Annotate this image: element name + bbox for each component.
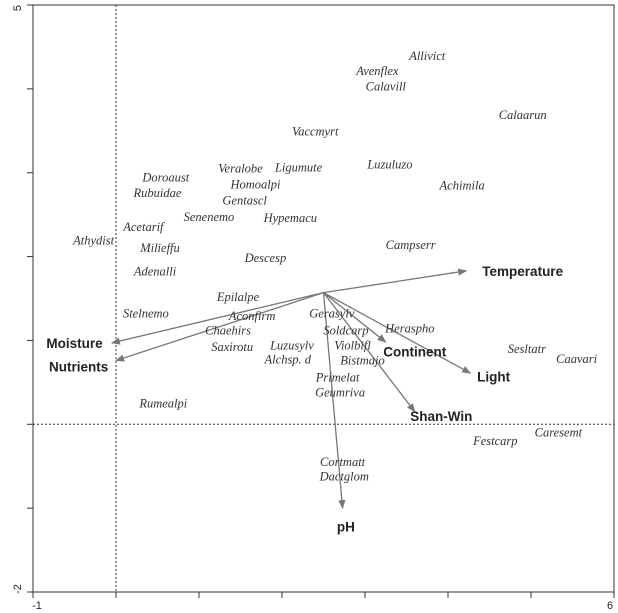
species-label: Hypemacu: [263, 211, 317, 225]
reference-lines: [33, 5, 614, 592]
species-label: Adenalli: [133, 265, 177, 279]
species-label: Festcarp: [472, 434, 517, 448]
species-label: Stelnemo: [123, 307, 169, 321]
species-label: Sesltatr: [508, 342, 546, 356]
species-label: Doroaust: [141, 171, 189, 185]
variable-label: Light: [477, 369, 510, 384]
species-label: Saxirotu: [211, 340, 253, 354]
species-label: Senenemo: [184, 210, 235, 224]
species-label: Rumealpi: [138, 396, 187, 410]
species-label: Allivict: [408, 49, 446, 63]
species-label: Caavari: [556, 352, 598, 366]
axis-ticks: -1 6 -2 5: [12, 4, 615, 612]
species-label: Primelat: [315, 370, 360, 384]
species-label: Acetarif: [122, 220, 165, 234]
species-label: Cortmatt: [320, 455, 366, 469]
x-tick-label: 6: [607, 600, 613, 612]
species-label: Aconfirm: [228, 309, 276, 323]
variable-label: Continent: [383, 344, 446, 359]
variable-label: Moisture: [46, 336, 103, 351]
species-label: Heraspho: [384, 322, 434, 336]
arrow-moisture: [110, 291, 324, 345]
arrow-ph: [322, 292, 346, 510]
species-label: Bistmajo: [340, 354, 384, 368]
species-label: Soldcarp: [323, 323, 368, 337]
plot-frame: [32, 4, 615, 593]
species-label: Achimila: [439, 178, 485, 192]
species-label: Avenflex: [355, 64, 399, 78]
arrow-nutrients: [115, 292, 324, 362]
species-label: Gentascl: [222, 193, 267, 207]
species-label: Alchsp. d: [264, 353, 312, 367]
species-label: Gerasylv: [309, 307, 355, 321]
species-label: Caresemt: [535, 426, 583, 440]
species-label: Chaehirs: [205, 323, 251, 337]
species-label: Geumriva: [315, 385, 365, 399]
variable-label: pH: [337, 520, 355, 535]
species-label: Epilalpe: [216, 290, 260, 304]
arrow-light: [323, 292, 472, 374]
species-label: Calaarun: [499, 108, 547, 122]
species-label: Milieffu: [139, 241, 180, 255]
species-label: Campserr: [386, 238, 436, 252]
arrow-shan-win: [322, 292, 416, 413]
species-label: Vaccmyrt: [292, 125, 339, 139]
species-label: Calavill: [366, 79, 407, 93]
arrow-temperature: [323, 268, 468, 294]
species-label: Athydist: [72, 234, 114, 248]
species-label: Ligumute: [274, 161, 323, 175]
variable-label: Temperature: [482, 264, 563, 279]
y-tick-label: -2: [12, 584, 24, 594]
species-label: Luzuluzo: [366, 157, 412, 171]
species-label: Rubuidae: [133, 186, 182, 200]
y-tick-label: 5: [12, 5, 24, 11]
species-label: Dactglom: [319, 469, 369, 483]
arrow-continent: [323, 292, 387, 343]
species-label: Descesp: [244, 251, 287, 265]
species-label: Luzusylv: [269, 338, 314, 352]
variable-label: Shan-Win: [410, 409, 472, 424]
variable-labels: Temperature Moisture Nutrients Continent Lig…: [46, 264, 563, 535]
species-label: Homoalpi: [229, 177, 281, 191]
variable-arrows: [110, 268, 472, 510]
species-label: Violbifl: [334, 338, 371, 352]
species-label: Veralobe: [218, 162, 263, 176]
x-tick-label: -1: [32, 600, 42, 612]
variable-label: Nutrients: [49, 359, 108, 374]
